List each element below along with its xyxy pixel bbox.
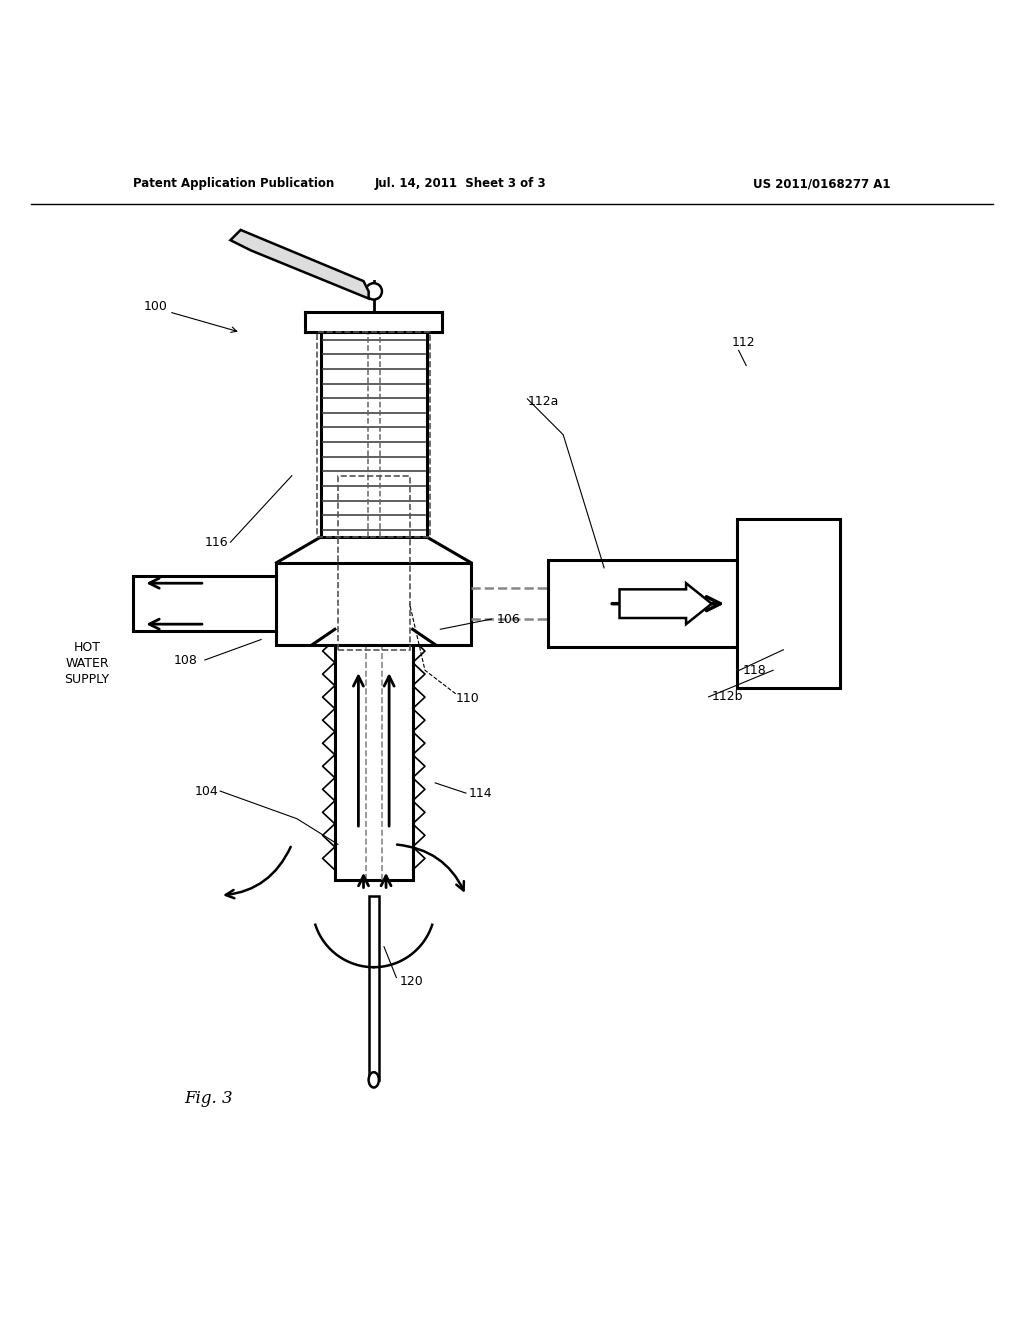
- Text: 110: 110: [456, 693, 479, 705]
- Text: 120: 120: [399, 975, 423, 989]
- Text: Jul. 14, 2011  Sheet 3 of 3: Jul. 14, 2011 Sheet 3 of 3: [375, 177, 547, 190]
- Text: 112: 112: [732, 337, 756, 348]
- Text: 104: 104: [195, 784, 218, 797]
- Text: 106: 106: [497, 612, 520, 626]
- Bar: [133, 576, 276, 631]
- Text: Patent Application Publication: Patent Application Publication: [133, 177, 335, 190]
- Text: 118: 118: [742, 664, 766, 677]
- Bar: [338, 475, 410, 649]
- Polygon shape: [230, 230, 369, 298]
- Text: US 2011/0168277 A1: US 2011/0168277 A1: [754, 177, 891, 190]
- Text: 112a: 112a: [527, 396, 559, 408]
- Text: 114: 114: [469, 787, 493, 800]
- Text: 108: 108: [174, 653, 198, 667]
- Bar: [369, 895, 379, 1080]
- Bar: [737, 519, 840, 688]
- Text: 100: 100: [143, 300, 167, 313]
- FancyArrow shape: [620, 583, 712, 624]
- Circle shape: [366, 284, 382, 300]
- Text: 112b: 112b: [712, 690, 743, 704]
- Text: Fig. 3: Fig. 3: [184, 1090, 232, 1106]
- Bar: [276, 562, 471, 644]
- Text: 116: 116: [205, 536, 228, 549]
- Bar: [317, 333, 430, 537]
- Ellipse shape: [369, 1072, 379, 1088]
- Bar: [548, 560, 737, 647]
- Text: HOT
WATER
SUPPLY: HOT WATER SUPPLY: [65, 640, 110, 685]
